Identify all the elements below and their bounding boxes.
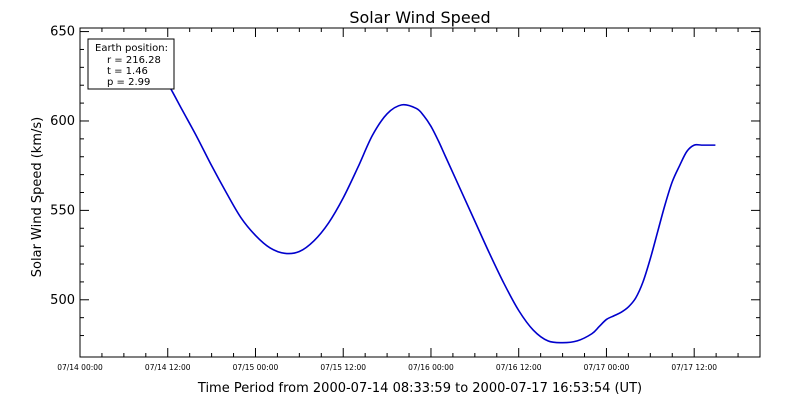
x-tick-label: 07/15 12:00 [320,363,366,372]
info-box-t: t = 1.46 [107,66,148,77]
info-box-heading: Earth position: [95,43,168,54]
x-tick-label: 07/16 12:00 [496,363,542,372]
y-axis-label: Solar Wind Speed (km/s) [30,117,45,277]
plot-frame [79,27,761,358]
x-tick-label: 07/14 12:00 [145,363,191,372]
x-axis-ticks: 07/14 00:00 07/14 12:00 07/15 00:00 07/15 1… [57,28,739,372]
solar-wind-speed-line [142,50,716,344]
y-axis-ticks: 500 550 600 650 [50,25,760,337]
info-box-p: p = 2.99 [107,77,150,88]
x-axis-label: Time Period from 2000-07-14 08:33:59 to … [197,381,642,396]
earth-position-box: Earth position: r = 216.28 t = 1.46 p = … [87,38,175,90]
y-tick-label: 500 [50,293,75,308]
x-tick-label: 07/14 00:00 [57,363,103,372]
x-tick-label: 07/15 00:00 [233,363,279,372]
info-box-r: r = 216.28 [107,55,161,66]
x-tick-label: 07/17 12:00 [671,363,717,372]
y-tick-label: 550 [50,203,75,218]
chart-title: Solar Wind Speed [349,8,490,27]
x-tick-label: 07/17 00:00 [584,363,630,372]
info-box-frame [87,38,175,90]
y-tick-label: 600 [50,114,75,129]
y-tick-label: 650 [50,25,75,40]
x-tick-label: 07/16 00:00 [408,363,454,372]
series-layer [142,50,716,344]
